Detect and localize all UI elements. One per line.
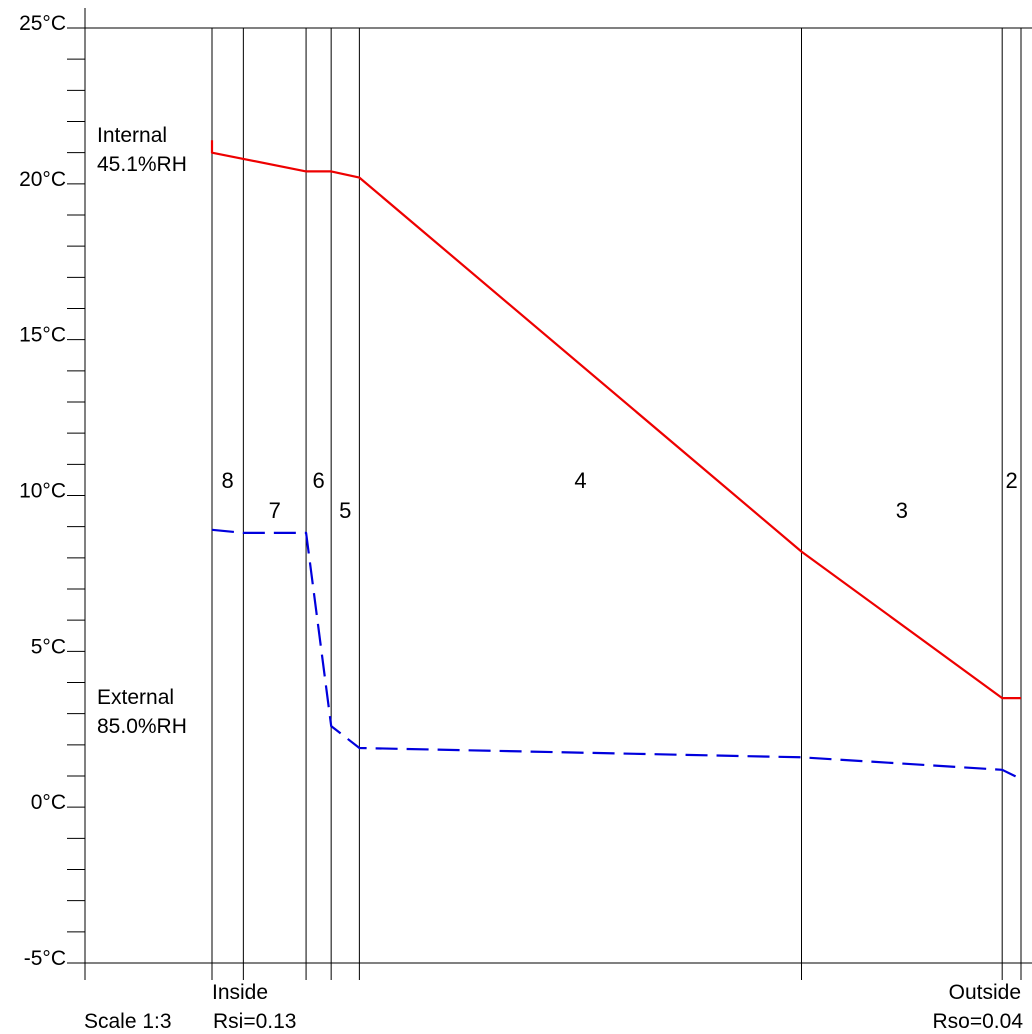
rsi-label: Rsi=0.13 [213,1010,296,1033]
layer-label: 4 [574,468,586,493]
dewpoint-line [211,528,1022,781]
y-tick-label: -5°C [24,947,66,970]
y-tick-label: 25°C [19,12,66,35]
external-label: External [97,686,174,709]
layer-label: 3 [896,498,908,523]
internal-label: Internal [97,124,167,147]
layer-label: 7 [269,498,281,523]
y-tick-label: 5°C [31,635,66,658]
y-axis: 25°C 20°C 15°C 10°C 5°C 0°C -5°C [19,8,1032,980]
annotations: Internal 45.1%RH External 85.0%RH Inside… [84,124,1023,1033]
rso-label: Rso=0.04 [933,1010,1024,1033]
y-tick-label: 20°C [19,168,66,191]
external-rh-label: 85.0%RH [97,715,187,738]
y-tick-label: 15°C [19,324,66,347]
layer-boundaries [211,28,1022,980]
temperature-line [210,140,1021,700]
y-tick-label: 10°C [19,480,66,503]
scale-label: Scale 1:3 [84,1010,172,1033]
outside-label: Outside [949,981,1021,1004]
layer-label: 2 [1005,468,1017,493]
layer-label: 5 [339,498,351,523]
inside-label: Inside [212,981,268,1004]
layer-labels: 8 7 65 4 3 2 [222,468,1018,523]
major-ticks: 25°C 20°C 15°C 10°C 5°C 0°C -5°C [19,12,85,970]
y-tick-label: 0°C [31,791,66,814]
internal-rh-label: 45.1%RH [97,153,187,176]
minor-ticks [67,58,85,933]
series [210,140,1022,781]
layer-label: 8 [222,468,234,493]
layer-label: 6 [312,468,324,493]
